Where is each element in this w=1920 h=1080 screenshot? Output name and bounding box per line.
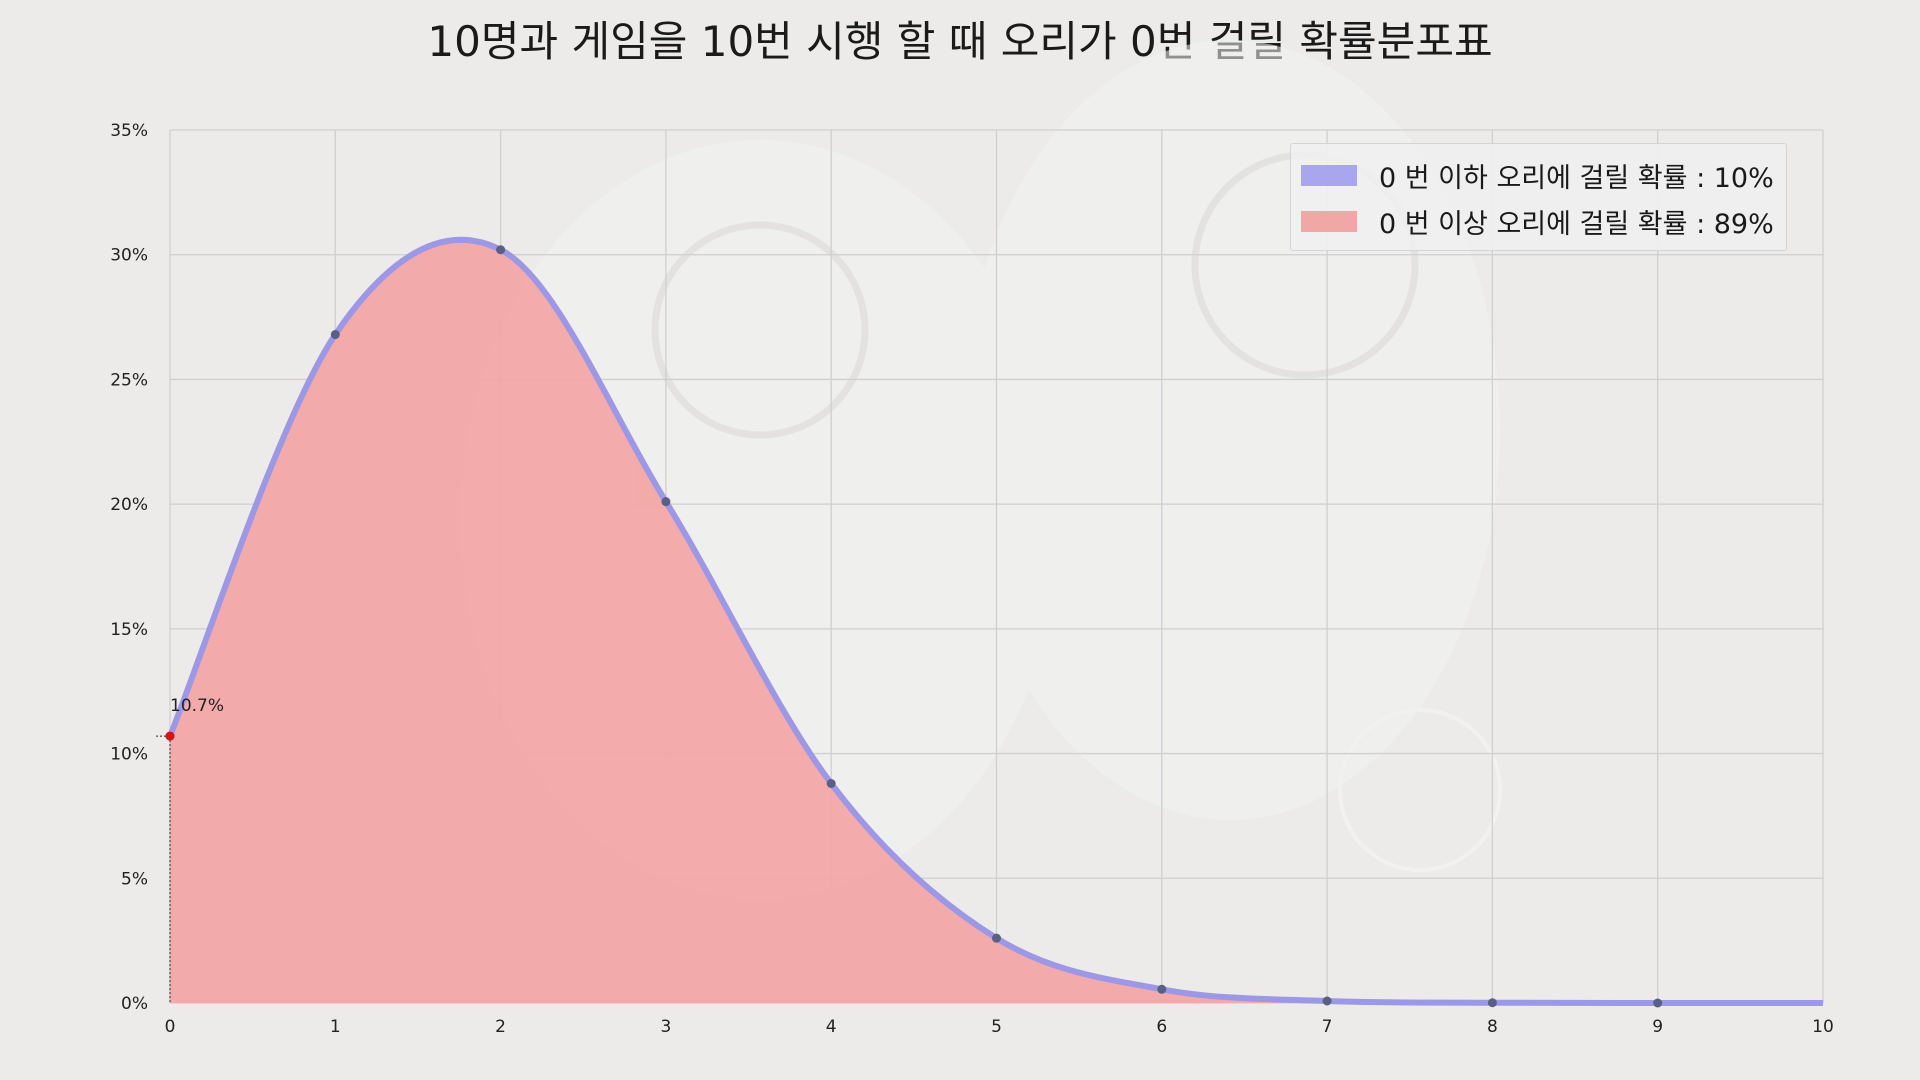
data-point — [826, 779, 836, 789]
x-tick-label: 6 — [1156, 1017, 1167, 1037]
x-tick-label: 7 — [1322, 1017, 1333, 1037]
data-point — [1157, 984, 1167, 994]
data-point — [330, 330, 340, 340]
x-tick-label: 2 — [495, 1017, 506, 1037]
y-tick-label: 10% — [110, 745, 148, 765]
y-axis-ticks: 0% 5% 10% 15% 20% 25% 30% 35% — [110, 121, 148, 1014]
y-tick-label: 25% — [110, 370, 148, 390]
legend-item: 0 번 이상 오리에 걸릴 확률 : 89% — [1301, 198, 1774, 244]
data-point — [1653, 998, 1663, 1008]
x-tick-label: 0 — [165, 1017, 176, 1037]
watermark-shape — [1338, 708, 1502, 872]
legend-label-upper: 0 번 이상 오리에 걸릴 확률 : 89% — [1379, 208, 1774, 240]
x-tick-label: 1 — [330, 1017, 341, 1037]
highlight-label: 10.7% — [170, 696, 224, 716]
legend-label-lower: 0 번 이하 오리에 걸릴 확률 : 10% — [1379, 162, 1774, 194]
y-tick-label: 20% — [110, 495, 148, 515]
x-tick-label: 9 — [1652, 1017, 1663, 1037]
x-tick-label: 8 — [1487, 1017, 1498, 1037]
data-point — [661, 497, 671, 507]
data-point — [1487, 998, 1497, 1008]
legend: 0 번 이하 오리에 걸릴 확률 : 10% 0 번 이상 오리에 걸릴 확률 … — [1290, 143, 1787, 251]
data-points — [165, 245, 1663, 1008]
legend-swatch-lower — [1301, 164, 1357, 186]
x-tick-label: 3 — [660, 1017, 671, 1037]
chart-title: 10명과 게임을 10번 시행 할 때 오리가 0번 걸릴 확률분포표 — [427, 17, 1493, 66]
y-tick-label: 5% — [121, 869, 148, 889]
data-point — [992, 933, 1001, 943]
x-axis-ticks: 0 1 2 3 4 5 6 7 8 9 10 — [165, 1017, 1834, 1037]
data-point — [1322, 996, 1332, 1006]
data-point — [496, 245, 506, 255]
highlight-marker: 10.7% — [156, 696, 224, 1003]
legend-item: 0 번 이하 오리에 걸릴 확률 : 10% — [1301, 152, 1774, 198]
area-fill-upper — [170, 239, 1823, 1004]
x-tick-label: 4 — [826, 1017, 837, 1037]
watermark-shape — [651, 221, 869, 439]
y-tick-label: 0% — [121, 994, 148, 1014]
y-tick-label: 15% — [110, 620, 148, 640]
y-tick-label: 30% — [110, 246, 148, 266]
legend-swatch-upper — [1301, 210, 1357, 232]
highlight-point — [165, 731, 175, 741]
y-tick-label: 35% — [110, 121, 148, 141]
x-tick-label: 10 — [1812, 1017, 1834, 1037]
x-tick-label: 5 — [991, 1017, 1002, 1037]
